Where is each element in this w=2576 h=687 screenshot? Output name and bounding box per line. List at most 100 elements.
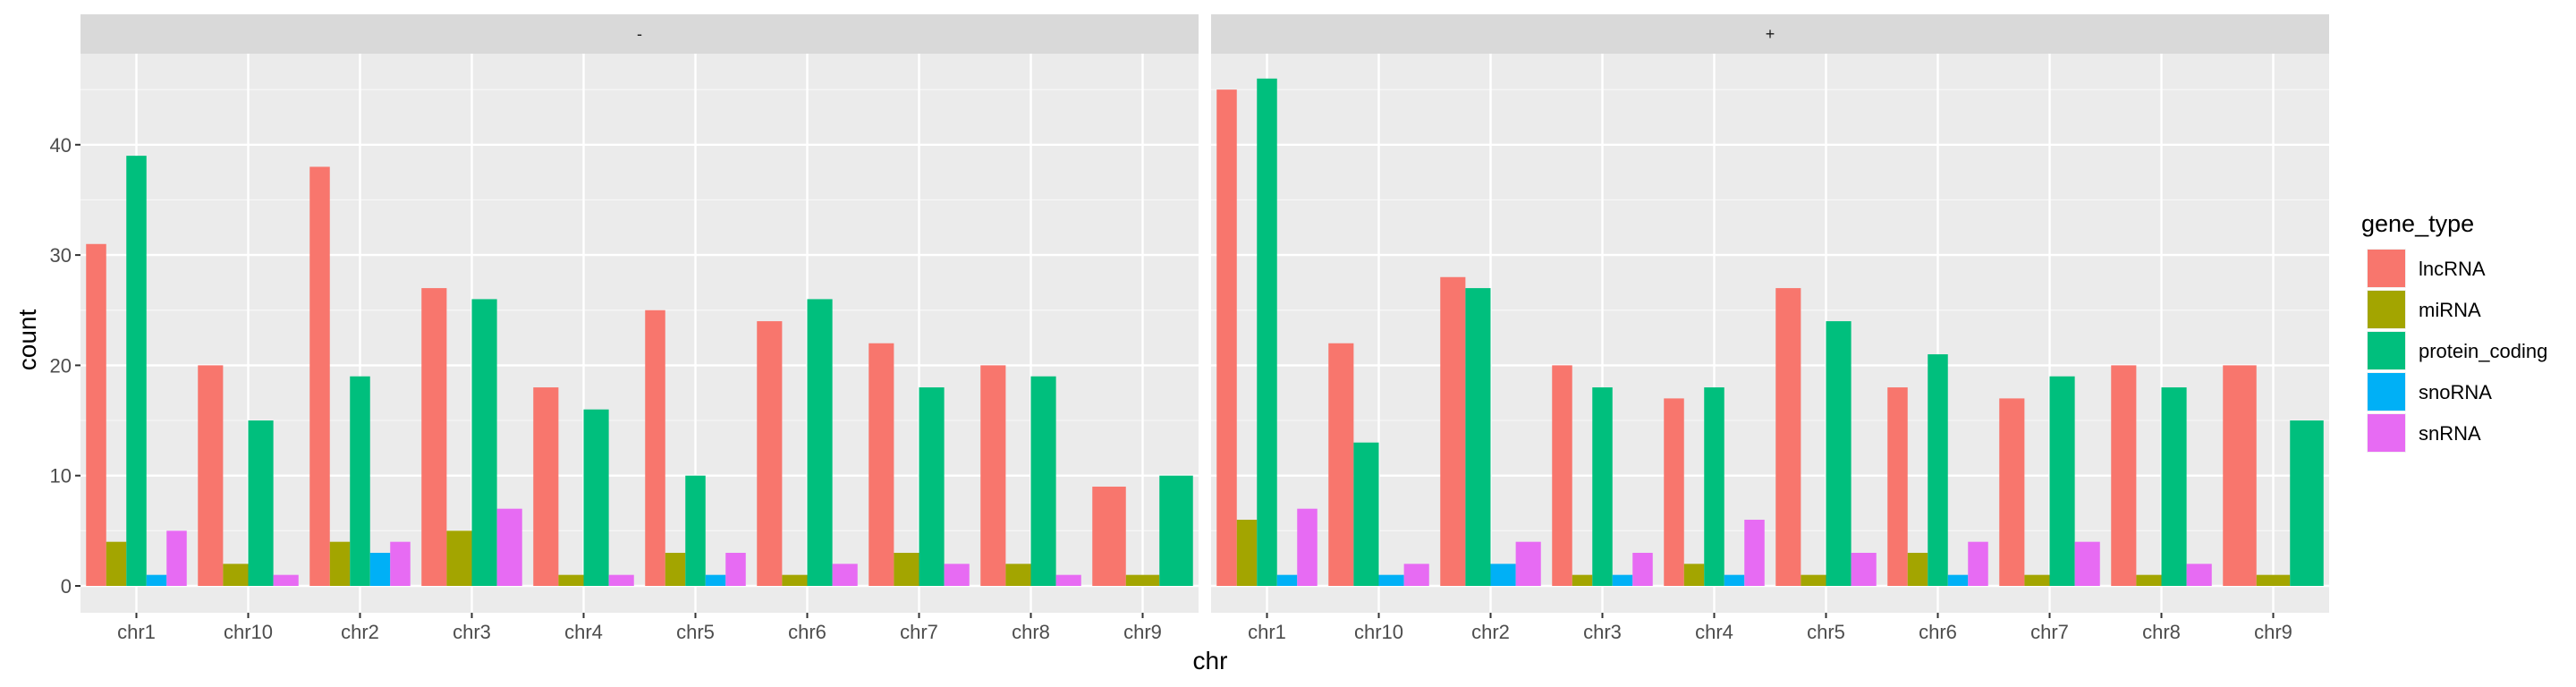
bar-snRNA (2186, 564, 2212, 586)
bar-snRNA (832, 564, 858, 586)
legend-key-swatch (2368, 332, 2405, 369)
bar-protein-coding (1159, 475, 1193, 586)
bar-miRNA (1907, 553, 1928, 586)
x-tick-label: chr10 (1354, 621, 1403, 643)
bar-protein-coding (1704, 387, 1724, 586)
facet-strip (1211, 14, 2329, 54)
bar-lncRNA (2111, 365, 2137, 586)
x-tick-label: chr6 (1919, 621, 1957, 643)
x-tick-label: chr7 (2030, 621, 2069, 643)
facet-panels: - chr1 chr10 chr2 chr3 chr4 chr5 chr6 chr7 chr8 ch… (80, 14, 2329, 643)
panel-background (1211, 54, 2329, 613)
bar-snRNA (1403, 564, 1429, 586)
y-axis-title: count (13, 310, 41, 371)
x-tick-label: chr1 (117, 621, 156, 643)
bar-miRNA (1572, 574, 1593, 586)
bar-snRNA (1968, 541, 1988, 586)
x-tick-label: chr2 (341, 621, 379, 643)
y-tick-label: 20 (50, 354, 72, 377)
bar-lncRNA (757, 321, 783, 586)
bar-snRNA (1297, 508, 1318, 586)
bar-snRNA (725, 553, 746, 586)
legend-label: protein_coding (2419, 340, 2547, 362)
bar-lncRNA (645, 310, 665, 586)
x-tick-label: chr8 (2142, 621, 2181, 643)
bar-lncRNA (869, 343, 894, 586)
bar-snoRNA (1724, 574, 1745, 586)
facet-panel: - chr1 chr10 chr2 chr3 chr4 chr5 chr6 chr7 chr8 ch… (80, 14, 1199, 643)
bar-miRNA (329, 541, 351, 586)
y-tick-label: 40 (50, 134, 72, 157)
bar-lncRNA (421, 288, 447, 586)
bar-snRNA (496, 508, 522, 586)
bar-protein-coding (2049, 376, 2075, 586)
x-tick-label: chr10 (224, 621, 273, 643)
legend-key-swatch (2368, 373, 2405, 411)
legend-keys: lncRNA miRNA protein_coding snoRNA snRNA (2367, 249, 2547, 453)
bar-protein-coding (350, 376, 370, 586)
bar-miRNA (1236, 520, 1258, 586)
legend-key-swatch (2368, 291, 2405, 328)
bar-lncRNA (1440, 276, 1466, 586)
bar-miRNA (446, 530, 472, 586)
legend-label: snoRNA (2419, 381, 2492, 403)
bar-snRNA (1515, 541, 1541, 586)
bar-miRNA (782, 574, 808, 586)
y-tick-label: 30 (50, 244, 72, 267)
bar-lncRNA (309, 166, 330, 586)
bar-protein-coding (1826, 321, 1852, 586)
bar-miRNA (1683, 564, 1705, 586)
bar-protein-coding (1257, 78, 1277, 586)
legend-title: gene_type (2361, 210, 2474, 237)
bar-protein-coding (919, 387, 945, 586)
facet-strip (80, 14, 1199, 54)
y-axis: 0 10 20 30 40 (50, 134, 80, 598)
bar-lncRNA (2223, 365, 2257, 586)
bar-lncRNA (198, 365, 224, 586)
bar-snRNA (1851, 553, 1877, 586)
facet-strip-label: + (1766, 25, 1775, 43)
bar-snRNA (273, 574, 299, 586)
bar-snoRNA (1276, 574, 1298, 586)
bar-lncRNA (1216, 89, 1237, 586)
bar-miRNA (2256, 574, 2291, 586)
facet-strip-label: - (637, 25, 642, 43)
bar-miRNA (1005, 564, 1031, 586)
legend-key-swatch (2368, 414, 2405, 452)
y-tick-label: 10 (50, 465, 72, 488)
bar-snRNA (390, 541, 411, 586)
x-tick-label: chr4 (564, 621, 603, 643)
bar-protein-coding (471, 299, 497, 586)
bar-protein-coding (1928, 354, 1948, 586)
bar-lncRNA (1328, 343, 1354, 586)
bar-miRNA (2136, 574, 2162, 586)
bar-snoRNA (1378, 574, 1404, 586)
bar-protein-coding (807, 299, 833, 586)
bar-protein-coding (685, 475, 706, 586)
bar-protein-coding (1030, 376, 1056, 586)
bar-miRNA (665, 553, 686, 586)
x-tick-label: chr3 (1583, 621, 1622, 643)
bar-lncRNA (1999, 398, 2025, 586)
x-tick-label: chr5 (1807, 621, 1845, 643)
legend: gene_type lncRNA miRNA protein_coding snoRN… (2361, 210, 2547, 453)
x-tick-label: chr9 (2254, 621, 2292, 643)
bar-lncRNA (1775, 288, 1801, 586)
legend-label: snRNA (2419, 422, 2481, 445)
x-tick-label: chr8 (1012, 621, 1050, 643)
bar-protein-coding (248, 420, 274, 586)
bar-protein-coding (1353, 442, 1379, 586)
bar-protein-coding (583, 409, 609, 586)
bar-snoRNA (1947, 574, 1969, 586)
legend-key-swatch (2368, 250, 2405, 287)
x-tick-label: chr9 (1123, 621, 1162, 643)
bar-snRNA (1744, 520, 1765, 586)
bar-protein-coding (2290, 420, 2324, 586)
bar-protein-coding (1465, 288, 1491, 586)
bar-snRNA (944, 564, 970, 586)
bar-protein-coding (126, 156, 147, 586)
bar-snRNA (2074, 541, 2100, 586)
bar-snoRNA (146, 574, 167, 586)
bar-protein-coding (1592, 387, 1613, 586)
